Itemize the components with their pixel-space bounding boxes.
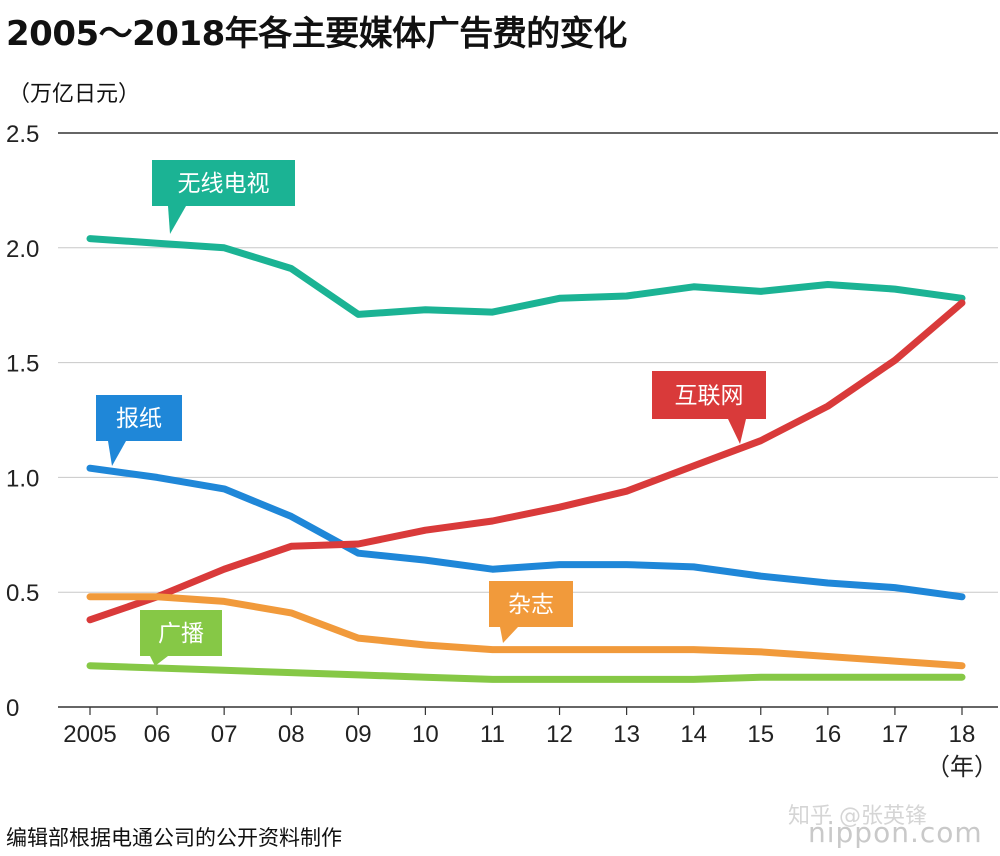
series-line (86, 235, 966, 318)
series-callout: 报纸 (96, 395, 182, 466)
x-axis-unit-label: （年） (926, 754, 998, 781)
x-tick-label: 06 (144, 721, 171, 748)
y-tick-label: 1.5 (6, 351, 39, 378)
y-axis-ticks: 0 0.5 1.0 1.5 2.0 2.5 (6, 121, 39, 722)
series-label: 无线电视 (178, 171, 270, 197)
series-callout: 无线电视 (152, 160, 295, 234)
series-callout: 广播 (140, 610, 222, 666)
x-tick-label: 08 (278, 721, 305, 748)
callout-box (652, 371, 766, 419)
callout-pointer (168, 206, 186, 234)
series-callout: 杂志 (489, 581, 573, 643)
y-tick-label: 1.0 (6, 465, 39, 492)
callout-pointer (728, 419, 746, 444)
x-tick-label: 13 (613, 721, 640, 748)
series-line (86, 662, 966, 683)
x-tick-label: 17 (882, 721, 909, 748)
series-label: 报纸 (116, 406, 162, 432)
x-axis-ticks: 2005 06 07 08 09 10 11 12 13 14 15 16 17 18 （年） (63, 707, 998, 781)
series-callout: 互联网 (652, 371, 766, 444)
callout-box (96, 395, 182, 441)
chart-title: 2005～2018年各主要媒体广告费的变化 (6, 14, 627, 54)
x-tick-label: 2005 (63, 721, 116, 748)
callout-box (140, 610, 222, 656)
callout-pointer (150, 656, 168, 666)
series-line (86, 299, 966, 624)
series-line (86, 593, 966, 670)
x-tick-label: 15 (747, 721, 774, 748)
callout-box (152, 160, 295, 206)
x-tick-label: 14 (680, 721, 707, 748)
x-tick-label: 18 (949, 721, 976, 748)
x-tick-label: 10 (412, 721, 439, 748)
x-tick-label: 09 (345, 721, 372, 748)
series-lines (86, 235, 966, 683)
x-tick-label: 07 (211, 721, 238, 748)
y-axis-unit-label: （万亿日元） (8, 82, 141, 107)
callout-pointer (500, 627, 518, 643)
zhihu-watermark: 知乎 @张英锋 (788, 804, 927, 829)
nippon-watermark: nippon.com (808, 816, 983, 849)
x-tick-label: 16 (814, 721, 841, 748)
callout-box (489, 581, 573, 627)
series-label: 杂志 (508, 592, 554, 618)
line-chart: 0 0.5 1.0 1.5 2.0 2.5 2005 06 07 08 09 10 11 12 13 14 1… (6, 121, 998, 781)
x-tick-label: 12 (546, 721, 573, 748)
y-tick-label: 0.5 (6, 580, 39, 607)
series-label: 广播 (158, 621, 204, 647)
series-line (86, 464, 966, 601)
callout-pointer (108, 441, 126, 466)
series-label: 互联网 (675, 383, 744, 409)
y-tick-label: 2.5 (6, 121, 39, 148)
y-tick-label: 0 (6, 695, 19, 722)
source-note: 编辑部根据电通公司的公开资料制作 (6, 826, 342, 850)
y-tick-label: 2.0 (6, 236, 39, 263)
x-tick-label: 11 (480, 721, 505, 748)
